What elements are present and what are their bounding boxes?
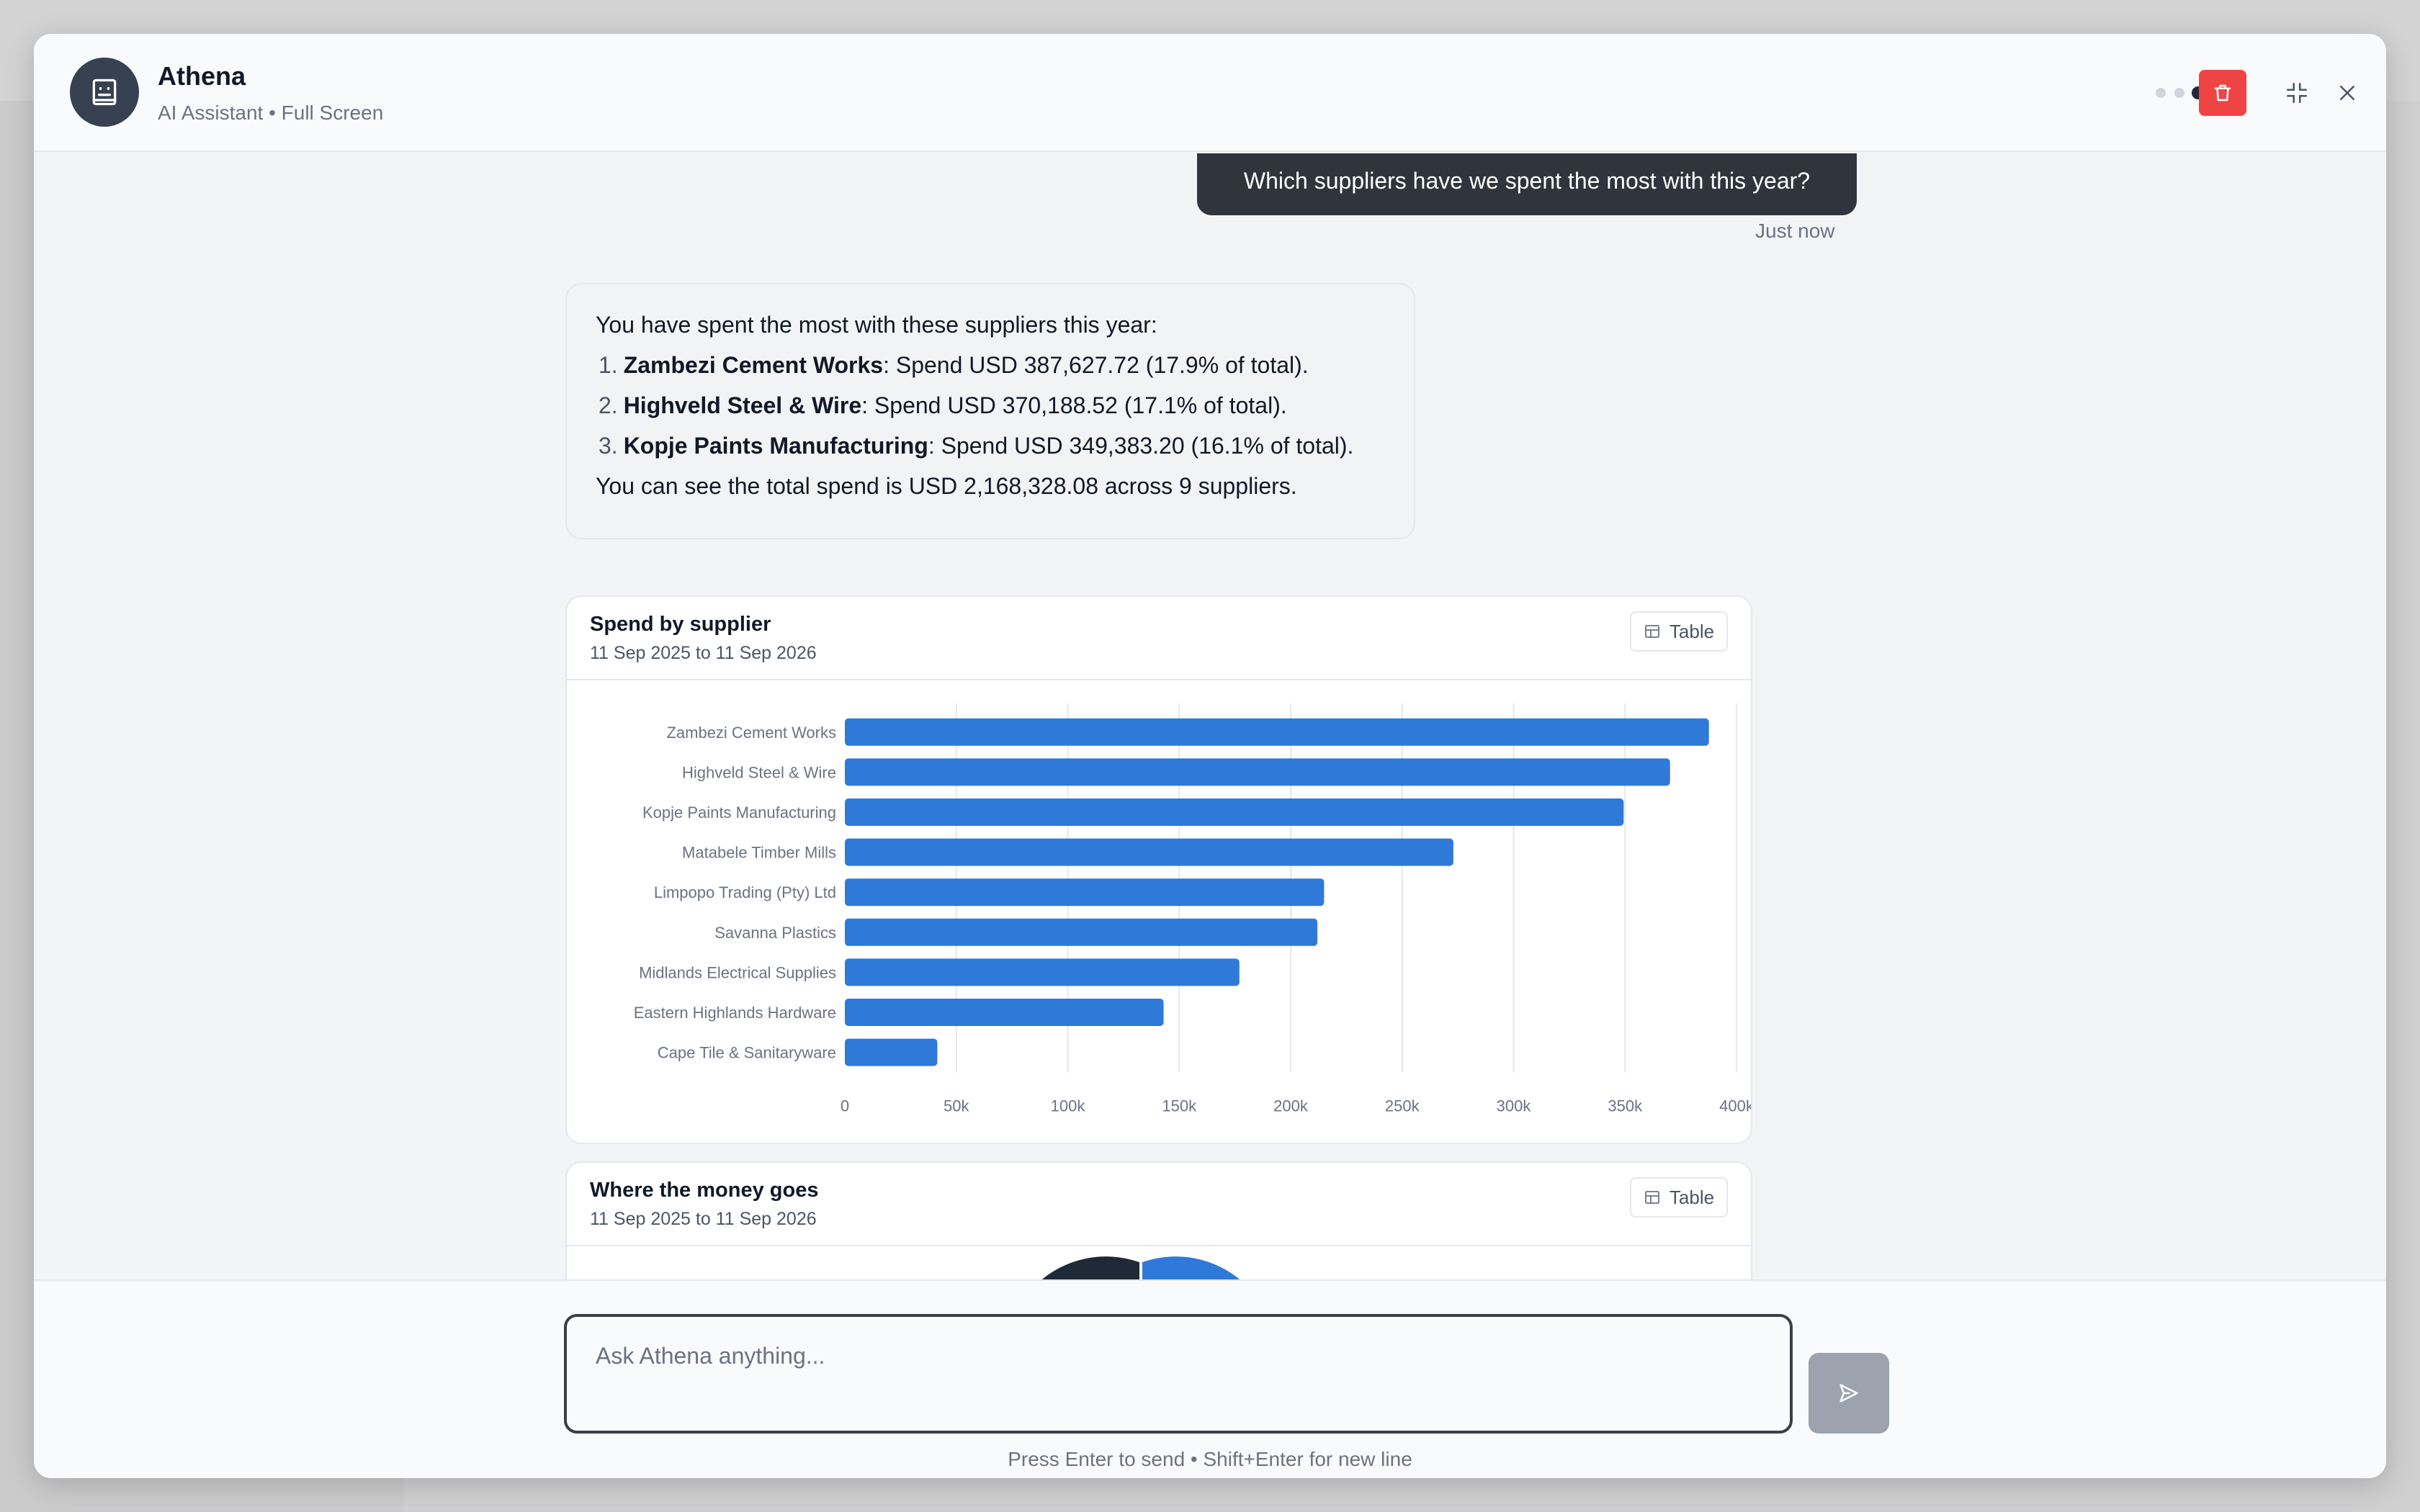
supplier-list: 1. Zambezi Cement Works: Spend USD 387,62… — [596, 351, 1385, 460]
card-header: Where the money goes 11 Sep 2025 to 11 S… — [567, 1163, 1751, 1246]
supplier-name: Zambezi Cement Works — [623, 352, 884, 378]
category-label: Kopje Paints Manufacturing — [642, 804, 836, 822]
table-button-label: Table — [1669, 1186, 1715, 1208]
list-number: 1. — [599, 352, 618, 378]
category-label: Eastern Highlands Hardware — [634, 1004, 836, 1022]
x-tick-label: 50k — [944, 1097, 969, 1115]
x-tick-label: 100k — [1051, 1097, 1086, 1115]
assistant-intro: You have spent the most with these suppl… — [596, 312, 1157, 338]
send-icon — [1839, 1384, 1858, 1403]
x-tick-label: 200k — [1273, 1097, 1309, 1115]
spend-bar-chart: 0 50k 100k 150k 200k 250k 300k 350k 400k Zambezi … — [634, 703, 1752, 1115]
card-date-range: 11 Sep 2025 to 11 Sep 2026 — [590, 643, 817, 663]
exit-fullscreen-button[interactable] — [2274, 70, 2320, 116]
assistant-avatar — [70, 58, 139, 127]
supplier-name: Kopje Paints Manufacturing — [623, 433, 928, 459]
card-title: Where the money goes — [590, 1179, 819, 1202]
send-button[interactable] — [1809, 1353, 1889, 1434]
pie-slice — [1142, 1256, 1240, 1279]
category-label: Highveld Steel & Wire — [682, 763, 836, 781]
chat-scroll-area[interactable]: Which suppliers have we spent the most w… — [34, 153, 2386, 1279]
message-input[interactable] — [564, 1314, 1793, 1434]
message-timestamp: Just now — [1755, 220, 1835, 242]
typing-dot — [2174, 88, 2184, 98]
supplier-detail: : Spend USD 349,383.20 (16.1% of total). — [928, 433, 1354, 459]
bar — [845, 958, 1240, 986]
bar — [845, 838, 1453, 866]
table-view-button[interactable]: Table — [1630, 1177, 1728, 1218]
minimize-icon — [2286, 82, 2308, 104]
bar — [845, 758, 1670, 786]
spend-by-supplier-card: Spend by supplier 11 Sep 2025 to 11 Sep … — [565, 595, 1752, 1144]
category-label: Matabele Timber Mills — [682, 844, 836, 862]
bar — [845, 918, 1318, 946]
table-icon — [1645, 625, 1659, 638]
category-label: Limpopo Trading (Pty) Ltd — [654, 883, 836, 901]
clear-chat-button[interactable] — [2199, 70, 2246, 116]
user-message: Which suppliers have we spent the most w… — [1197, 153, 1857, 215]
modal-header: Athena AI Assistant • Full Screen — [34, 34, 2386, 152]
where-money-goes-card: Where the money goes 11 Sep 2025 to 11 S… — [565, 1161, 1752, 1279]
close-button[interactable] — [2324, 70, 2370, 116]
supplier-detail: : Spend USD 370,188.52 (17.1% of total). — [861, 392, 1287, 418]
composer-hint: Press Enter to send • Shift+Enter for ne… — [1008, 1448, 1412, 1470]
x-tick-label: 250k — [1385, 1097, 1420, 1115]
list-item: 3. Kopje Paints Manufacturing: Spend USD … — [596, 431, 1385, 460]
category-label: Savanna Plastics — [714, 924, 836, 942]
close-icon — [2340, 86, 2354, 100]
robot-icon — [92, 78, 117, 106]
category-label: Cape Tile & Sanitaryware — [658, 1044, 836, 1062]
table-view-button[interactable]: Table — [1630, 611, 1728, 652]
card-date-range: 11 Sep 2025 to 11 Sep 2026 — [590, 1209, 817, 1229]
assistant-name: Athena — [158, 61, 246, 91]
bar — [845, 878, 1325, 906]
assistant-outro: You can see the total spend is USD 2,168… — [596, 473, 1297, 499]
typing-dot — [2156, 88, 2166, 98]
bar — [845, 999, 1164, 1026]
pie-chart-partial — [1041, 1256, 1240, 1279]
pie-slice — [1041, 1256, 1139, 1279]
category-label: Midlands Electrical Supplies — [639, 963, 836, 981]
x-tick-label: 150k — [1162, 1097, 1197, 1115]
card-header: Spend by supplier 11 Sep 2025 to 11 Sep … — [567, 597, 1751, 680]
table-button-label: Table — [1669, 620, 1715, 642]
supplier-name: Highveld Steel & Wire — [623, 392, 862, 418]
card-title: Spend by supplier — [590, 613, 771, 636]
x-tick-label: 300k — [1497, 1097, 1532, 1115]
assistant-message: You have spent the most with these suppl… — [565, 283, 1415, 539]
x-tick-label: 0 — [841, 1097, 849, 1115]
list-item: 1. Zambezi Cement Works: Spend USD 387,62… — [596, 351, 1385, 379]
category-label: Zambezi Cement Works — [666, 724, 836, 742]
list-number: 2. — [599, 392, 618, 418]
assistant-mode: AI Assistant • Full Screen — [158, 102, 384, 124]
table-icon — [1645, 1191, 1659, 1204]
list-item: 2. Highveld Steel & Wire: Spend USD 370,1… — [596, 391, 1385, 420]
assistant-modal: Athena AI Assistant • Full Screen Which … — [34, 34, 2386, 1478]
composer: Press Enter to send • Shift+Enter for ne… — [34, 1279, 2386, 1478]
x-tick-label: 350k — [1608, 1097, 1643, 1115]
supplier-detail: : Spend USD 387,627.72 (17.9% of total). — [883, 352, 1309, 378]
bar — [845, 798, 1624, 826]
bar — [845, 1038, 938, 1066]
bar — [845, 718, 1709, 746]
trash-icon — [2214, 84, 2231, 102]
x-tick-label: 400k — [1719, 1097, 1752, 1115]
list-number: 3. — [599, 433, 618, 459]
